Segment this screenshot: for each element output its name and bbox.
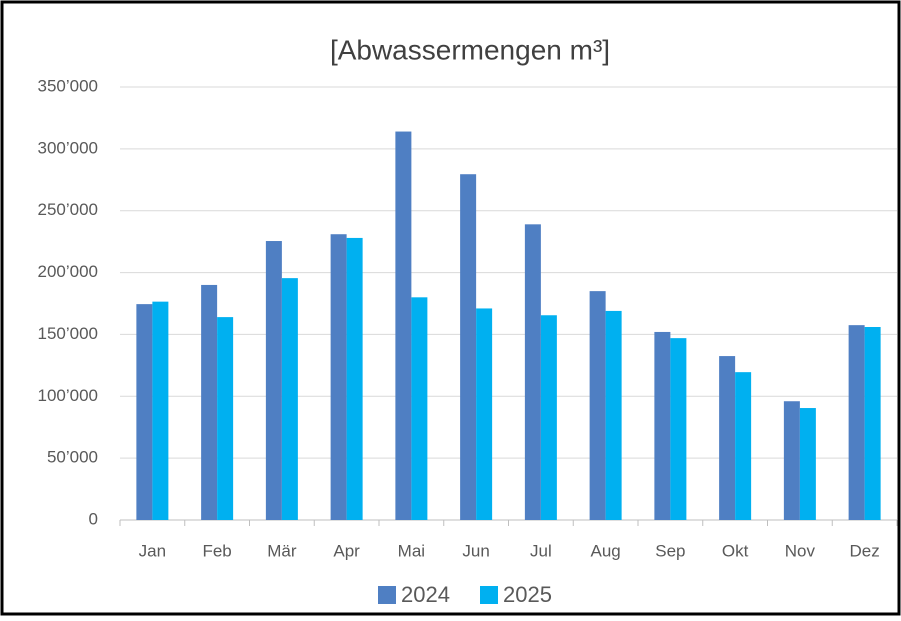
x-tick-label: Mär xyxy=(267,541,297,560)
legend-swatch xyxy=(378,586,396,604)
x-tick-label: Nov xyxy=(785,541,816,560)
bar xyxy=(411,297,428,520)
bar xyxy=(605,310,622,520)
bar xyxy=(265,241,282,520)
bar xyxy=(783,401,800,520)
x-tick-label: Feb xyxy=(202,541,231,560)
bar xyxy=(540,315,557,520)
bar xyxy=(346,237,363,520)
bar xyxy=(460,174,477,520)
x-tick-label: Dez xyxy=(850,541,880,560)
bar xyxy=(395,131,412,520)
bar xyxy=(330,234,347,520)
bar xyxy=(136,304,153,520)
legend-label: 2024 xyxy=(401,582,450,607)
y-tick-label: 250’000 xyxy=(37,200,98,219)
bar xyxy=(799,408,816,520)
x-tick-label: Jan xyxy=(139,541,166,560)
legend-swatch xyxy=(480,586,498,604)
bar xyxy=(670,338,687,520)
bar xyxy=(217,317,234,520)
bar xyxy=(589,291,606,520)
x-tick-label: Jul xyxy=(530,541,552,560)
x-tick-label: Jun xyxy=(462,541,489,560)
bar xyxy=(476,308,493,520)
legend-label: 2025 xyxy=(503,582,552,607)
x-tick-label: Okt xyxy=(722,541,749,560)
bar xyxy=(524,224,541,520)
x-tick-label: Sep xyxy=(655,541,685,560)
bar xyxy=(848,325,865,520)
bar xyxy=(864,327,881,520)
bar xyxy=(735,372,752,520)
bar xyxy=(654,331,671,520)
bar xyxy=(201,284,218,520)
bar xyxy=(281,278,298,520)
y-tick-label: 50’000 xyxy=(47,448,98,467)
bar xyxy=(152,301,169,520)
x-tick-label: Mai xyxy=(398,541,425,560)
y-tick-label: 0 xyxy=(89,509,98,528)
y-tick-label: 300’000 xyxy=(37,138,98,157)
x-tick-label: Apr xyxy=(333,541,360,560)
y-tick-label: 200’000 xyxy=(37,262,98,281)
bar xyxy=(719,356,736,520)
y-tick-label: 150’000 xyxy=(37,324,98,343)
x-tick-label: Aug xyxy=(591,541,621,560)
y-tick-label: 350’000 xyxy=(37,76,98,95)
chart-title: [Abwassermengen m³] xyxy=(330,34,610,65)
y-tick-label: 100’000 xyxy=(37,386,98,405)
